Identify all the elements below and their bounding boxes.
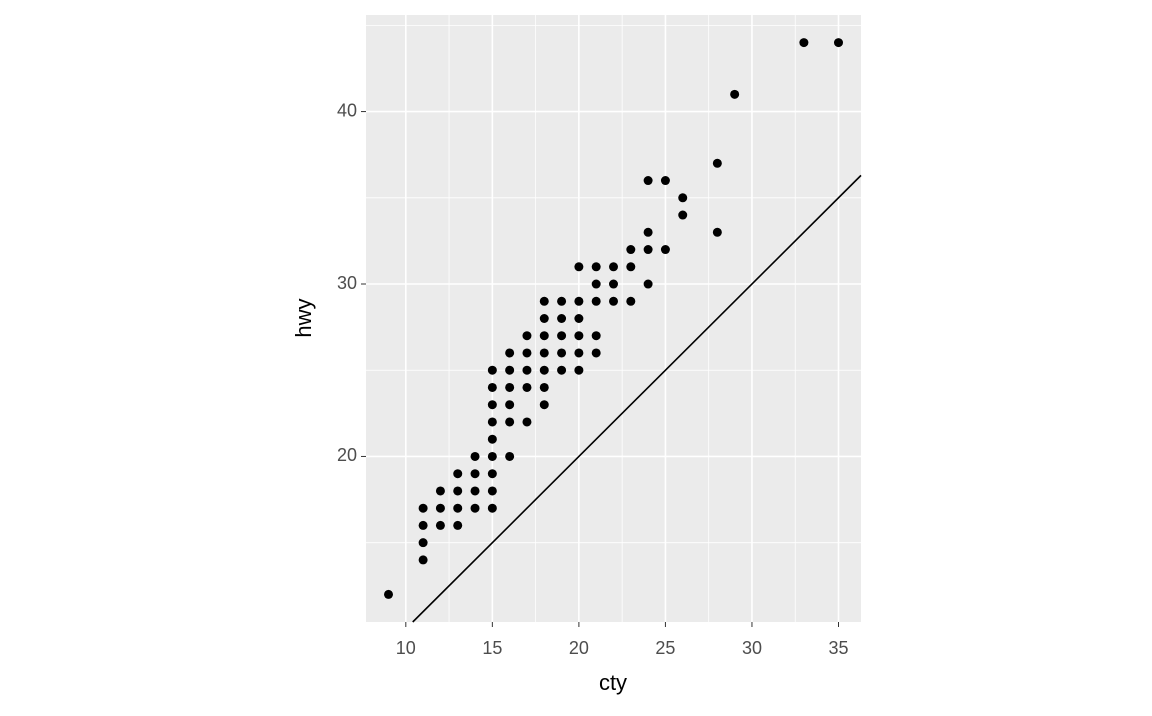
point [453, 503, 463, 513]
reference-line [412, 174, 862, 623]
point [557, 296, 567, 306]
point [418, 538, 428, 548]
point [418, 503, 428, 513]
point [712, 227, 722, 237]
point [539, 382, 549, 392]
point [678, 193, 688, 203]
point [609, 279, 618, 289]
point [487, 400, 497, 410]
y-tick-label: 30 [337, 273, 357, 293]
point [591, 279, 601, 289]
point [834, 38, 843, 48]
point [539, 348, 549, 358]
point [539, 296, 549, 306]
y-tick-label: 20 [337, 445, 357, 465]
point [470, 503, 480, 513]
point [591, 262, 601, 272]
point [418, 520, 428, 530]
point [626, 296, 636, 306]
point [591, 348, 601, 358]
y-axis-title: hwy [291, 298, 316, 337]
x-tick-label: 15 [482, 638, 502, 658]
point [522, 382, 532, 392]
point [435, 486, 445, 496]
point [557, 314, 567, 323]
x-tick-label: 30 [742, 638, 762, 658]
point [712, 158, 722, 168]
point [453, 520, 463, 530]
point [557, 331, 567, 341]
point [799, 38, 809, 48]
point [487, 451, 497, 461]
point [539, 331, 549, 341]
point [678, 210, 688, 220]
x-tick-label: 25 [655, 638, 675, 658]
point [557, 365, 567, 375]
point [609, 296, 618, 306]
point [643, 227, 653, 237]
point [487, 503, 497, 513]
point [487, 486, 497, 496]
x-axis-title: cty [599, 670, 627, 695]
point [539, 365, 549, 375]
point [539, 314, 549, 323]
point [574, 262, 584, 272]
point [730, 89, 740, 99]
point [384, 589, 393, 599]
point [660, 176, 670, 186]
point [435, 503, 445, 513]
point [609, 262, 618, 272]
point [487, 365, 497, 375]
point [453, 469, 463, 479]
point [487, 469, 497, 479]
point [470, 451, 480, 461]
point [435, 520, 445, 530]
point [487, 417, 497, 427]
point [574, 331, 584, 341]
point [522, 365, 532, 375]
point [470, 469, 480, 479]
point [522, 331, 532, 341]
x-tick-label: 20 [569, 638, 589, 658]
point [470, 486, 480, 496]
point [591, 296, 601, 306]
x-tick-label: 10 [396, 638, 416, 658]
point [626, 262, 636, 272]
point [522, 417, 532, 427]
point [574, 348, 584, 358]
point [574, 365, 584, 375]
point [643, 279, 653, 289]
point [418, 555, 428, 565]
point [591, 331, 601, 341]
point [626, 245, 636, 255]
point [505, 382, 515, 392]
point [557, 348, 567, 358]
point [574, 296, 584, 306]
point [505, 451, 515, 461]
point [574, 314, 584, 323]
point [505, 400, 515, 410]
point [505, 348, 515, 358]
point [522, 348, 532, 358]
y-tick-label: 40 [337, 100, 357, 120]
point [539, 400, 549, 410]
point [643, 176, 653, 186]
point [505, 417, 515, 427]
point [487, 434, 497, 444]
x-tick-label: 35 [828, 638, 848, 658]
panel-background [366, 15, 861, 622]
point [487, 382, 497, 392]
point [643, 245, 653, 255]
point [453, 486, 463, 496]
point [660, 245, 670, 255]
point [505, 365, 515, 375]
